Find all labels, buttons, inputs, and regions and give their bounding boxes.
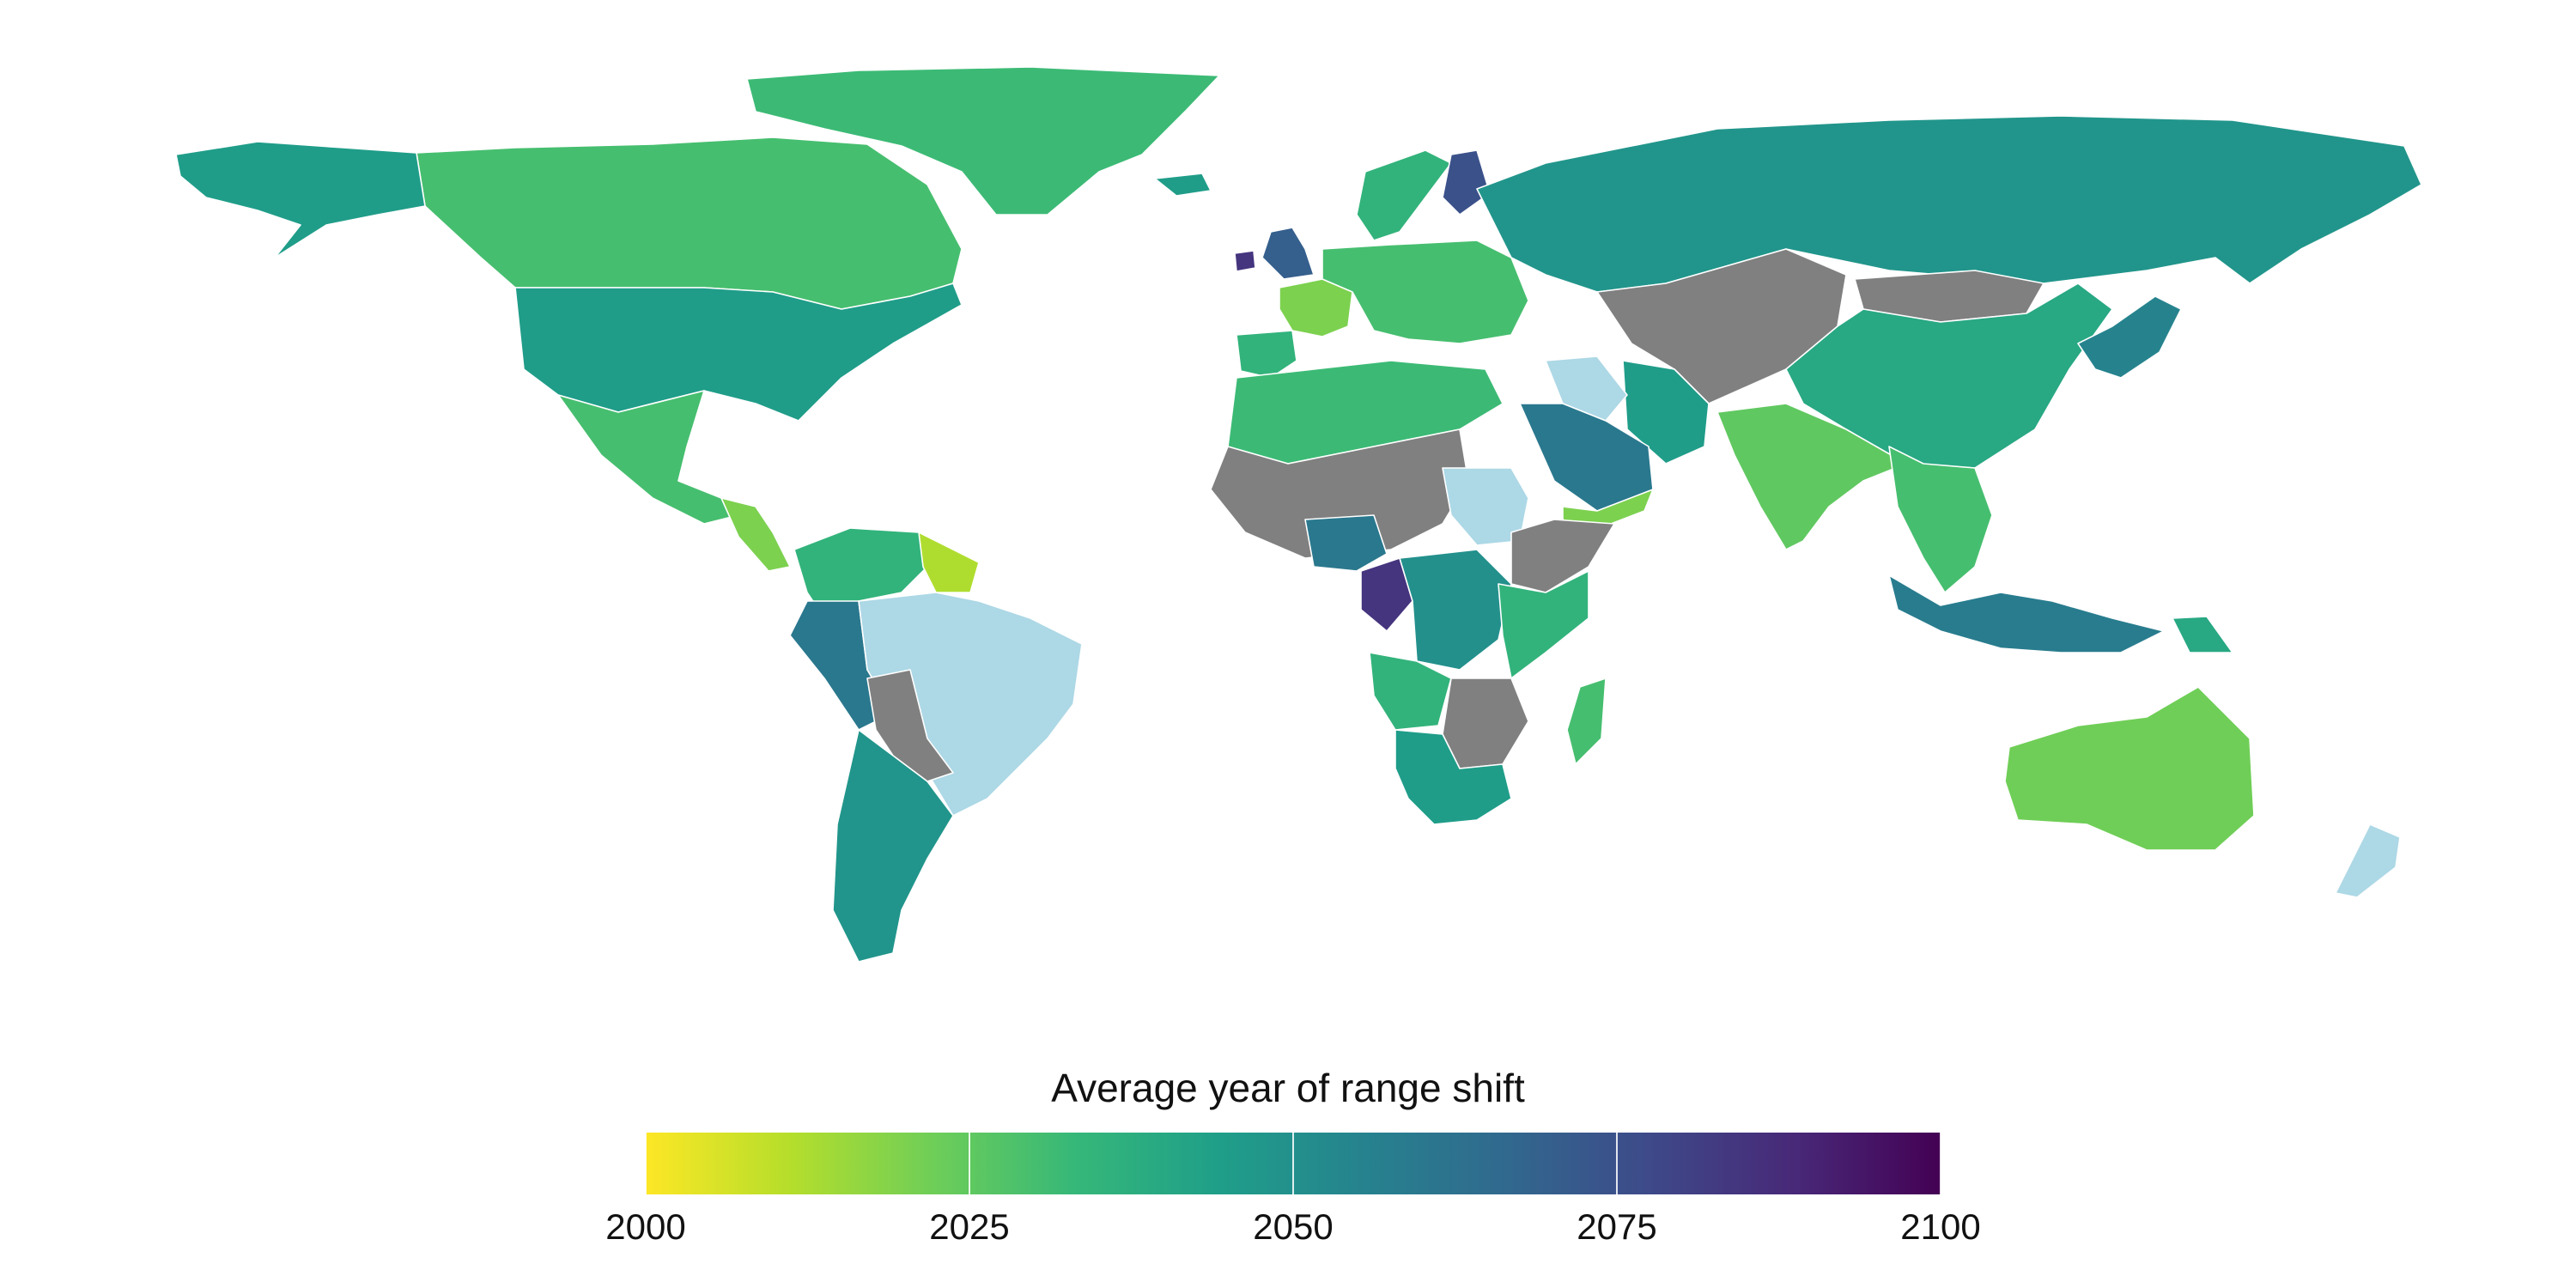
region-gabon-congo — [1360, 557, 1413, 632]
region-canada — [416, 137, 963, 310]
region-united-states — [514, 283, 963, 422]
legend-tick-2075: 2075 — [1577, 1206, 1657, 1247]
region-guyana-suriname — [918, 532, 980, 593]
region-zambia-zimbabwe — [1442, 677, 1529, 769]
region-saudi-arabia — [1519, 403, 1654, 512]
region-ethiopia-horn — [1510, 519, 1615, 593]
legend-tick-mark — [1940, 1133, 1941, 1194]
region-southern-africa — [1394, 729, 1512, 825]
legend-title: Average year of range shift — [1051, 1066, 1525, 1110]
region-iberia — [1236, 330, 1297, 379]
legend-tick-mark — [1616, 1133, 1618, 1194]
region-dr-congo — [1399, 549, 1512, 671]
region-nigeria — [1304, 514, 1388, 572]
region-ireland — [1234, 250, 1256, 272]
region-japan-korea — [2077, 295, 2182, 379]
region-mexico — [557, 390, 739, 525]
legend-tick-2025: 2025 — [929, 1206, 1010, 1247]
region-new-zealand — [2335, 823, 2401, 898]
legend-tick-mark — [969, 1133, 970, 1194]
region-madagascar — [1566, 677, 1607, 765]
region-iceland — [1154, 173, 1212, 197]
region-united-kingdom — [1261, 227, 1315, 280]
region-russia — [1476, 115, 2422, 293]
legend-tick-mark — [645, 1133, 647, 1194]
region-greenland — [746, 66, 1220, 216]
region-finland — [1442, 149, 1491, 216]
region-bolivia-paraguay — [866, 669, 954, 782]
region-southeast-asia — [1888, 446, 1993, 593]
region-australia — [2004, 686, 2255, 851]
legend-colorbar — [645, 1133, 1941, 1194]
legend-tick-2100: 2100 — [1900, 1206, 1981, 1247]
region-papua-new-guinea — [2172, 616, 2233, 653]
region-sahel — [1210, 428, 1469, 559]
region-alaska — [175, 141, 426, 258]
legend-tick-2050: 2050 — [1253, 1206, 1334, 1247]
region-scandinavia — [1356, 149, 1452, 241]
region-india — [1716, 403, 1907, 550]
region-angola — [1369, 652, 1452, 731]
region-east-africa — [1498, 570, 1589, 679]
region-argentina-chile — [832, 729, 954, 963]
region-indonesia — [1888, 574, 2165, 653]
region-central-europe — [1321, 240, 1529, 344]
region-central-america — [720, 497, 791, 572]
legend-tick-mark — [1292, 1133, 1294, 1194]
legend-tick-2000: 2000 — [605, 1206, 686, 1247]
region-iran — [1622, 360, 1710, 465]
